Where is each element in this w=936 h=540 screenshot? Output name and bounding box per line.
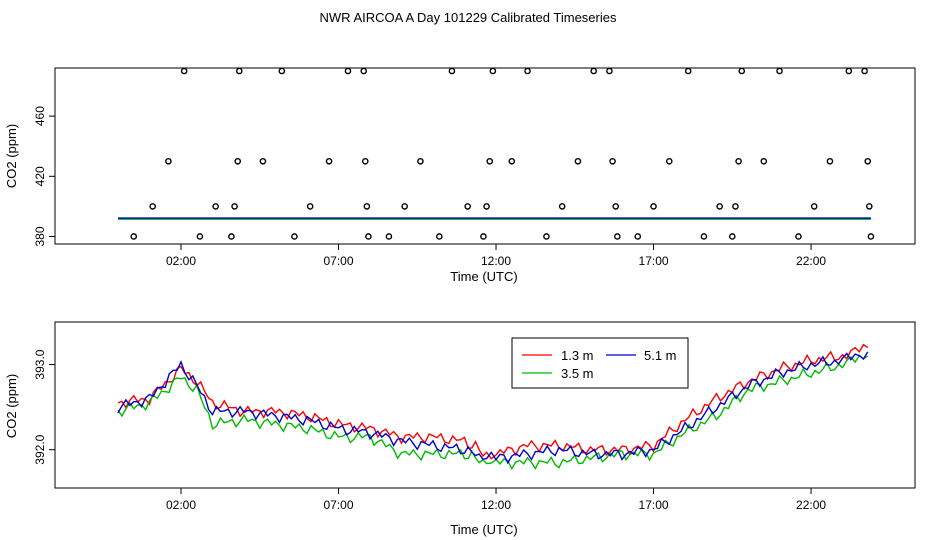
- top-point-49: [738, 67, 746, 75]
- top-point-47: [732, 203, 739, 210]
- panel-bottom-lines: [117, 343, 869, 471]
- top-x-tick-label-4: 22:00: [796, 254, 826, 268]
- legend-label-1-3m: 1.3 m: [561, 348, 594, 363]
- top-point-56: [861, 67, 868, 75]
- top-y-tick-label-1: 420: [33, 166, 47, 186]
- top-point-40: [634, 233, 642, 240]
- top-point-55: [845, 67, 853, 75]
- top-point-24: [448, 67, 456, 75]
- top-point-38: [612, 203, 620, 210]
- top-point-46: [728, 233, 736, 240]
- top-point-28: [486, 157, 494, 165]
- top-point-16: [360, 67, 368, 75]
- top-point-5: [212, 203, 219, 210]
- top-point-42: [665, 157, 673, 165]
- panel-top-baselines: [118, 217, 871, 220]
- top-point-58: [866, 203, 873, 210]
- bottom-y-axis-label: CO2 (ppm): [4, 374, 19, 438]
- top-point-23: [436, 233, 443, 240]
- top-point-35: [590, 67, 597, 75]
- top-x-tick-label-1: 07:00: [324, 254, 354, 268]
- top-point-32: [543, 233, 550, 240]
- bottom-x-tick-label-0: 02:00: [166, 498, 196, 512]
- top-y-tick-label-2: 460: [33, 106, 47, 126]
- panel-bottom-frame: [54, 321, 916, 489]
- top-point-51: [776, 67, 783, 75]
- series-line-1-3-m: [117, 343, 869, 460]
- top-point-9: [235, 67, 243, 75]
- top-point-20: [385, 233, 393, 240]
- top-point-31: [524, 67, 531, 75]
- top-point-0: [130, 233, 138, 240]
- top-point-41: [650, 203, 657, 210]
- top-point-37: [609, 157, 616, 165]
- top-x-tick-label-3: 17:00: [639, 254, 669, 268]
- bottom-x-tick-label-1: 07:00: [324, 498, 354, 512]
- top-point-33: [558, 203, 566, 210]
- top-point-30: [508, 157, 516, 165]
- bottom-x-tick-label-2: 12:00: [481, 498, 511, 512]
- top-x-tick-label-0: 02:00: [166, 254, 196, 268]
- top-point-7: [231, 203, 238, 210]
- top-point-1: [149, 203, 156, 210]
- top-point-48: [735, 157, 742, 165]
- top-point-59: [867, 233, 875, 240]
- top-point-45: [716, 203, 723, 210]
- top-point-3: [180, 67, 188, 75]
- panel-top-points: [130, 67, 875, 240]
- top-point-25: [464, 203, 471, 210]
- top-point-52: [795, 233, 802, 240]
- top-point-50: [760, 157, 768, 165]
- top-point-2: [165, 157, 172, 165]
- top-point-54: [826, 157, 834, 165]
- bottom-x-tick-label-4: 22:00: [796, 498, 826, 512]
- panel-bottom-axes: 02:00 07:00 12:00 17:00 22:00 392.0 393.0: [33, 349, 826, 512]
- series-line-5-1-m: [117, 351, 869, 465]
- top-point-27: [483, 203, 490, 210]
- top-point-53: [810, 203, 818, 210]
- panel-bottom: 02:00 07:00 12:00 17:00 22:00 392.0 393.0 Time…: [4, 321, 916, 537]
- legend-box: [511, 337, 689, 389]
- bottom-y-tick-label-0: 392.0: [33, 434, 47, 464]
- bottom-x-axis-label: Time (UTC): [450, 522, 517, 537]
- top-point-8: [234, 157, 242, 165]
- top-point-43: [684, 67, 692, 75]
- top-point-21: [401, 203, 408, 210]
- top-point-26: [480, 233, 487, 240]
- top-point-13: [306, 203, 314, 210]
- top-point-19: [365, 233, 372, 240]
- legend-label-3-5m: 3.5 m: [561, 366, 594, 381]
- top-y-axis-label: CO2 (ppm): [4, 124, 19, 188]
- legend: 1.3 m 3.5 m 5.1 m: [511, 337, 689, 389]
- top-point-10: [259, 157, 267, 165]
- bottom-y-tick-label-1: 393.0: [33, 349, 47, 379]
- top-point-4: [196, 233, 204, 240]
- top-point-11: [278, 67, 286, 75]
- top-point-18: [363, 203, 371, 210]
- top-point-57: [864, 157, 872, 165]
- top-point-39: [614, 233, 621, 240]
- panel-top-frame: [54, 67, 916, 245]
- top-point-34: [574, 157, 582, 165]
- top-point-12: [291, 233, 298, 240]
- series-line-3-5-m: [117, 354, 869, 471]
- top-point-15: [344, 67, 352, 75]
- top-point-17: [361, 157, 369, 165]
- top-y-tick-label-0: 380: [33, 226, 47, 246]
- top-point-6: [228, 233, 235, 240]
- panel-top-axes: 02:00 07:00 12:00 17:00 22:00 380 420 460: [33, 106, 826, 268]
- top-x-tick-label-2: 12:00: [481, 254, 511, 268]
- chart-title: NWR AIRCOA A Day 101229 Calibrated Times…: [320, 10, 617, 25]
- bottom-x-tick-label-3: 17:00: [639, 498, 669, 512]
- panel-top: 02:00 07:00 12:00 17:00 22:00 380 420 460 Time …: [4, 67, 916, 284]
- top-point-44: [700, 233, 708, 240]
- top-point-36: [606, 67, 613, 75]
- top-point-29: [489, 67, 497, 75]
- top-point-22: [417, 157, 424, 165]
- top-x-axis-label: Time (UTC): [450, 269, 517, 284]
- top-point-14: [325, 157, 333, 165]
- legend-label-5-1m: 5.1 m: [644, 348, 677, 363]
